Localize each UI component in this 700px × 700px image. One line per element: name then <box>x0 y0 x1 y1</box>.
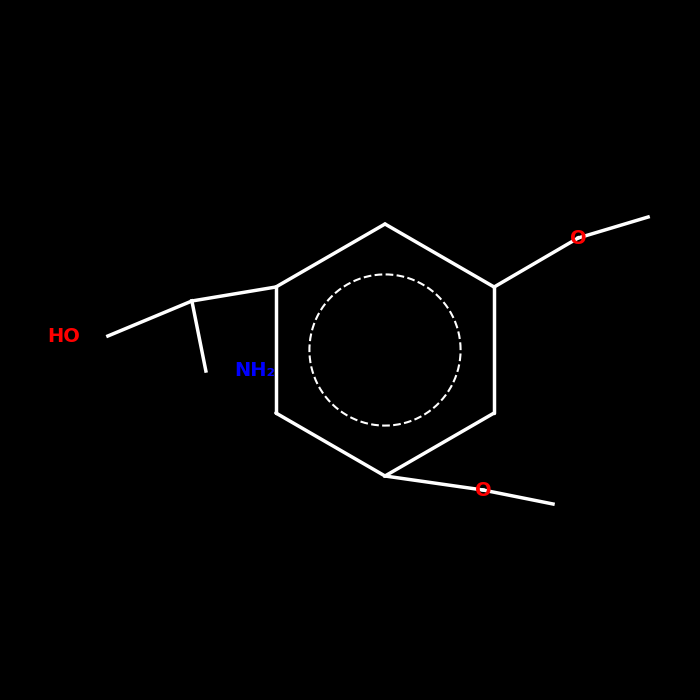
Text: O: O <box>475 480 491 500</box>
Text: O: O <box>570 228 587 248</box>
Text: HO: HO <box>47 326 80 346</box>
Text: NH₂: NH₂ <box>234 361 275 381</box>
